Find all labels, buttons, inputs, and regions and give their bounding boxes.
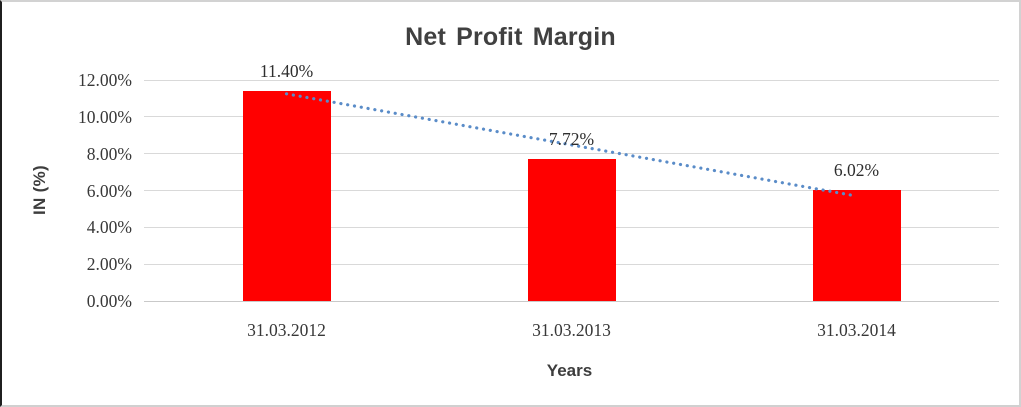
- bar: [812, 190, 901, 301]
- x-axis-title: Years: [546, 361, 593, 380]
- y-tick-label: 8.00%: [86, 143, 132, 164]
- bar: [242, 91, 331, 301]
- bar: [527, 158, 616, 301]
- y-tick-label: 4.00%: [86, 217, 132, 238]
- gridline: [144, 116, 999, 118]
- y-tick-label: 12.00%: [78, 70, 132, 90]
- y-tick-label: 6.00%: [86, 180, 132, 201]
- gridline: [144, 300, 999, 302]
- y-tick-label: 10.00%: [78, 106, 132, 127]
- bar-value-label: 6.02%: [833, 160, 880, 181]
- gridline: [144, 153, 999, 155]
- chart-title: Net Profit Margin: [405, 23, 616, 51]
- y-tick-label: 2.00%: [86, 254, 132, 275]
- bar-value-label: 7.72%: [548, 128, 595, 149]
- x-tick-label: 31.03.2014: [817, 320, 896, 340]
- y-tick-label: 0.00%: [86, 291, 132, 311]
- x-tick-label: 31.03.2013: [532, 320, 611, 340]
- bar-value-label: 11.40%: [259, 61, 314, 82]
- x-tick-label: 31.03.2012: [247, 320, 326, 340]
- gridline: [144, 79, 999, 81]
